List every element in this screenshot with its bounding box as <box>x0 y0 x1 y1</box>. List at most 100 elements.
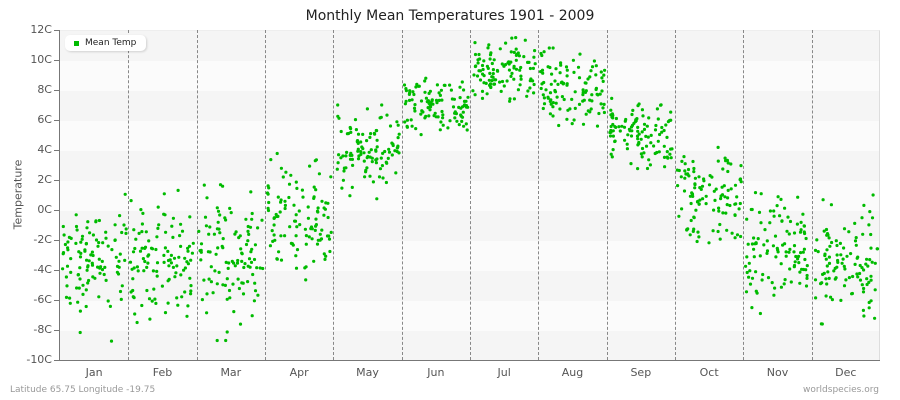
data-point <box>737 207 741 211</box>
month-separator <box>607 30 608 360</box>
data-point <box>514 36 518 40</box>
data-point <box>428 89 432 93</box>
data-point <box>747 275 751 279</box>
data-point <box>340 186 344 190</box>
data-point <box>784 254 788 258</box>
x-tick-label: Nov <box>766 366 789 379</box>
data-point <box>801 250 805 254</box>
data-point <box>238 322 243 326</box>
data-point <box>241 292 246 296</box>
data-point <box>547 46 551 50</box>
data-point <box>875 247 880 251</box>
location-label: Latitude 65.75 Longitude -19.75 <box>10 385 156 395</box>
data-point <box>768 209 773 213</box>
data-point <box>558 107 562 111</box>
data-point <box>826 270 830 274</box>
data-point <box>773 286 777 290</box>
data-point <box>821 272 825 276</box>
data-point <box>157 223 161 227</box>
data-point <box>301 195 305 199</box>
x-tick-label: Sep <box>630 366 652 379</box>
data-point <box>216 246 220 250</box>
data-point <box>557 123 561 128</box>
data-point <box>855 272 859 276</box>
data-point <box>202 278 206 282</box>
data-point <box>294 213 298 217</box>
data-point <box>207 232 211 236</box>
data-point <box>98 271 102 275</box>
data-point <box>375 157 379 161</box>
data-point <box>855 256 859 260</box>
data-point <box>644 134 648 138</box>
data-point <box>385 113 389 117</box>
data-point <box>227 261 231 265</box>
data-point <box>464 104 469 108</box>
data-point <box>827 236 831 240</box>
source-link[interactable]: worldspecies.org <box>802 385 879 395</box>
y-tick-label: -4C <box>33 263 52 276</box>
data-point <box>514 58 518 62</box>
data-point <box>140 230 144 234</box>
data-point <box>559 63 563 67</box>
data-point <box>77 286 81 290</box>
data-point <box>147 239 151 243</box>
data-point <box>176 303 180 307</box>
data-point <box>502 84 506 88</box>
data-point <box>551 46 555 50</box>
data-point <box>104 230 108 234</box>
data-point <box>145 265 149 269</box>
x-tick-label: Jul <box>497 366 511 379</box>
data-point <box>380 164 384 168</box>
data-point <box>427 114 431 118</box>
data-point <box>148 317 152 321</box>
data-point <box>248 225 253 229</box>
data-point <box>289 173 293 177</box>
data-point <box>720 185 724 189</box>
data-point <box>824 277 828 281</box>
data-point <box>488 53 493 57</box>
y-tick-label: 2C <box>37 173 52 186</box>
data-point <box>101 241 105 245</box>
data-point <box>474 64 478 68</box>
data-point <box>611 116 615 120</box>
data-point <box>276 195 280 199</box>
data-point <box>660 125 664 130</box>
data-point <box>868 258 872 262</box>
data-point <box>329 175 333 179</box>
data-point <box>758 311 763 316</box>
data-point <box>231 282 235 286</box>
data-point <box>140 303 144 308</box>
y-tick-label: 4C <box>37 143 52 156</box>
data-point <box>378 116 382 120</box>
data-point <box>642 151 646 155</box>
y-tick-label: -8C <box>33 323 52 336</box>
data-point <box>78 255 83 259</box>
data-point <box>303 227 307 231</box>
data-point <box>203 215 208 219</box>
data-point <box>216 209 221 213</box>
data-point <box>750 276 755 280</box>
data-point <box>336 103 340 107</box>
data-point <box>582 98 586 102</box>
data-point <box>478 78 483 82</box>
data-point <box>564 65 569 69</box>
data-point <box>805 276 809 280</box>
data-point <box>359 150 363 154</box>
data-point <box>609 152 613 156</box>
data-point <box>491 68 495 72</box>
data-point <box>861 232 865 236</box>
data-point <box>61 267 65 271</box>
data-point <box>867 306 871 310</box>
data-point <box>805 264 809 268</box>
data-point <box>765 251 769 255</box>
data-point <box>679 175 683 179</box>
data-point <box>862 268 866 272</box>
data-point <box>116 272 121 276</box>
month-separator <box>538 30 539 360</box>
data-point <box>796 195 800 199</box>
month-separator <box>675 30 676 360</box>
data-point <box>307 235 311 239</box>
data-point <box>480 63 485 68</box>
data-point <box>752 255 756 259</box>
data-point <box>133 246 137 251</box>
